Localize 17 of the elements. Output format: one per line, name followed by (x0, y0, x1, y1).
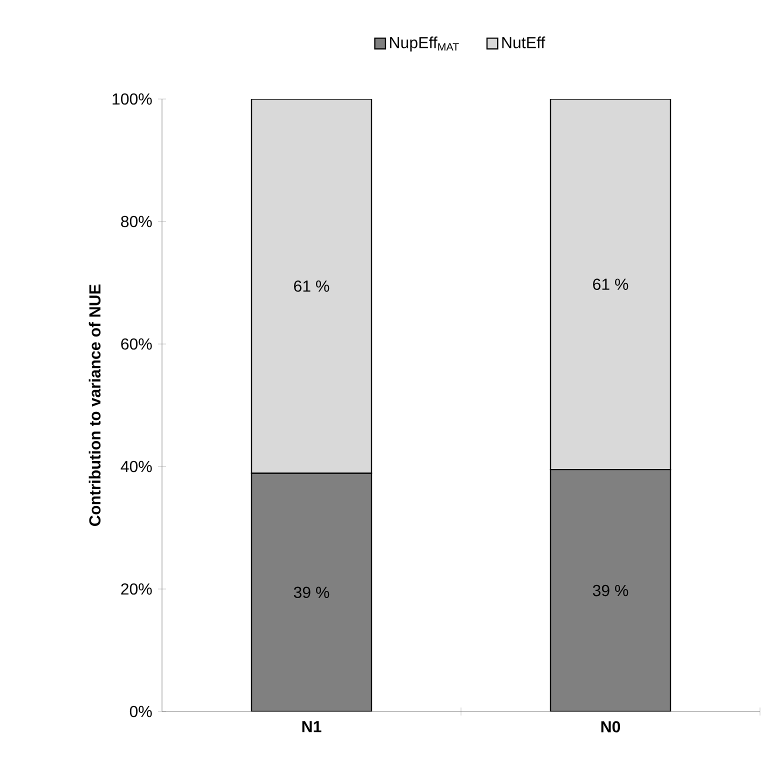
bar (250, 99, 372, 474)
y-tick-label: 100% (112, 93, 152, 105)
y-tick-label: 0% (130, 706, 152, 718)
legend-label: NupEff$_{MAT}$ (390, 36, 459, 52)
data-label: 61 % (593, 278, 628, 290)
y-tick-label: 80% (121, 216, 152, 228)
data-label: 61 % (294, 280, 330, 292)
data-label: 39 % (592, 584, 628, 596)
y-axis-title: Contribution to variance of NUE (88, 284, 101, 526)
y-tick-label: 20% (121, 583, 152, 595)
bar (550, 99, 672, 470)
legend-label: NutEff (502, 36, 546, 48)
x-tick-label: N0 (601, 721, 620, 732)
y-tick-label: 40% (120, 460, 152, 472)
y-tick-label: 60% (121, 338, 152, 350)
x-tick-label: N1 (302, 721, 322, 732)
data-label: 39 % (294, 586, 330, 598)
